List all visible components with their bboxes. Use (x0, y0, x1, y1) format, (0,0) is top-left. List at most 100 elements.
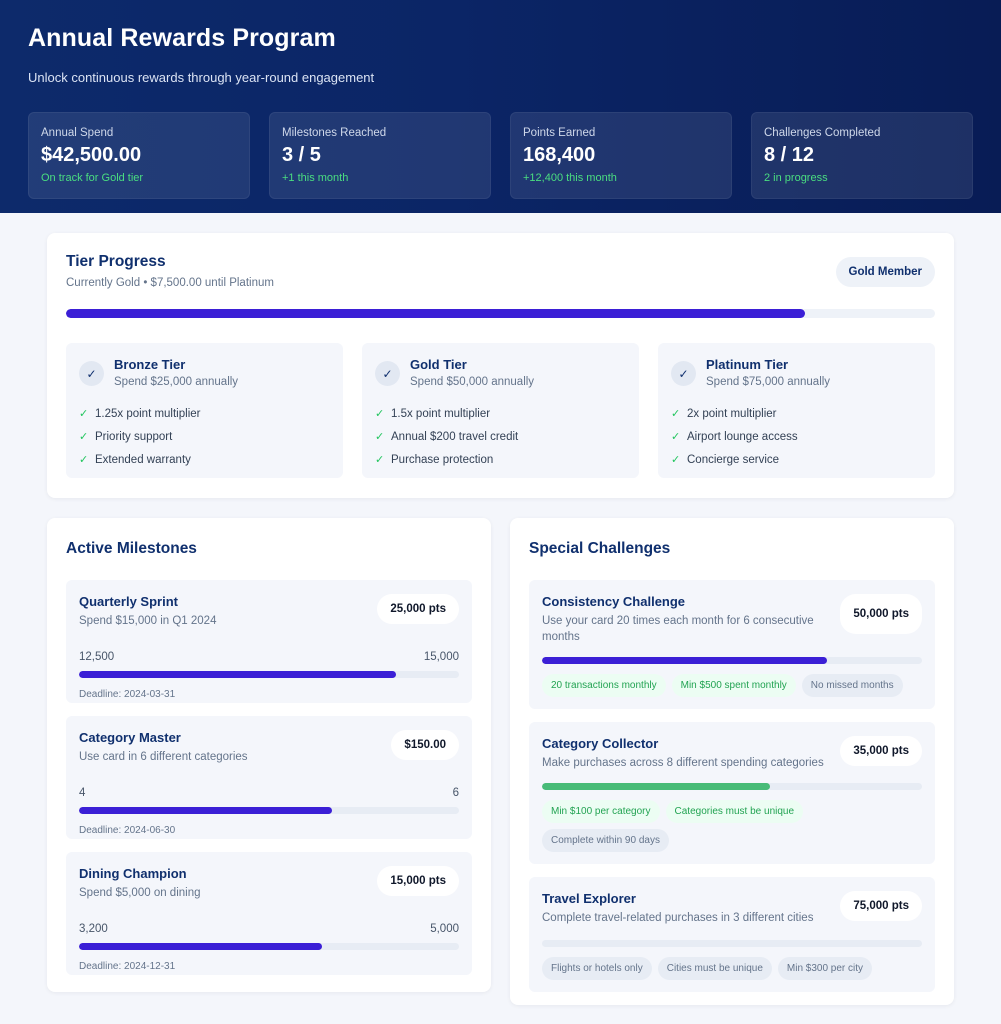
milestone-deadline: Deadline: 2024-06-30 (79, 825, 176, 836)
milestone-item[interactable]: Quarterly Sprint Spend $15,000 in Q1 202… (66, 580, 472, 703)
milestone-progress-bar (79, 807, 459, 814)
perk-label: Annual $200 travel credit (391, 430, 519, 443)
perk-item: ✓ Concierge service (671, 448, 922, 471)
stat-note: +12,400 this month (523, 172, 617, 184)
tier-progress-subtitle: Currently Gold • $7,500.00 until Platinu… (66, 277, 274, 289)
challenge-item[interactable]: Travel Explorer Complete travel-related … (529, 877, 935, 992)
perk-label: 1.25x point multiplier (95, 407, 201, 420)
stat-value: $42,500.00 (41, 144, 142, 166)
reward-badge: 15,000 pts (377, 866, 459, 896)
milestone-description: Spend $15,000 in Q1 2024 (79, 615, 217, 627)
requirement-tags: 20 transactions monthly Min $500 spent m… (542, 674, 922, 697)
challenge-item[interactable]: Category Collector Make purchases across… (529, 722, 935, 864)
challenge-description: Use your card 20 times each month for 6 … (542, 615, 814, 643)
page-subtitle: Unlock continuous rewards through year-r… (28, 70, 375, 85)
perk-list: ✓ 1.5x point multiplier ✓ Annual $200 trav… (375, 402, 626, 471)
check-icon: ✓ (671, 408, 681, 420)
check-icon: ✓ (375, 454, 385, 466)
check-icon: ✓ (79, 431, 89, 443)
milestone-item[interactable]: Category Master Use card in 6 different … (66, 716, 472, 839)
tier-bronze: ✓ Bronze Tier Spend $25,000 annually ✓ 1.… (66, 343, 343, 478)
requirement-tag: Complete within 90 days (542, 829, 669, 852)
tier-progress-fill (66, 309, 805, 318)
perk-item: ✓ Airport lounge access (671, 425, 922, 448)
progress-target: 15,000 (423, 651, 459, 663)
stats-row: Annual Spend $42,500.00 On track for Gol… (28, 112, 973, 199)
tier-progress-bar (66, 309, 935, 318)
progress-target: 5,000 (430, 923, 459, 935)
reward-badge: 25,000 pts (377, 594, 459, 624)
challenge-item[interactable]: Consistency Challenge Use your card 20 t… (529, 580, 935, 709)
perk-item: ✓ Priority support (79, 425, 330, 448)
challenges-title: Special Challenges (529, 540, 671, 557)
requirement-tag: Min $500 spent monthly (671, 674, 796, 697)
perk-list: ✓ 2x point multiplier ✓ Airport lounge acc… (671, 402, 922, 471)
member-status-badge: Gold Member (835, 257, 935, 287)
milestone-progress-bar (79, 671, 459, 678)
challenge-progress-bar (542, 783, 922, 790)
milestone-deadline: Deadline: 2024-12-31 (79, 961, 176, 972)
check-icon: ✓ (375, 408, 385, 420)
stat-value: 168,400 (523, 144, 596, 166)
challenge-progress-fill (542, 783, 770, 790)
reward-badge: $150.00 (391, 730, 459, 760)
tier-list: ✓ Bronze Tier Spend $25,000 annually ✓ 1.… (66, 343, 935, 478)
milestone-item[interactable]: Dining Champion Spend $5,000 on dining 1… (66, 852, 472, 975)
requirement-tag: Min $100 per category (542, 800, 660, 823)
check-icon: ✓ (671, 431, 681, 443)
milestone-description: Spend $5,000 on dining (79, 887, 201, 899)
stat-label: Milestones Reached (282, 127, 387, 139)
perk-label: 2x point multiplier (687, 407, 777, 420)
milestone-name: Quarterly Sprint (79, 594, 178, 609)
check-icon: ✓ (671, 361, 696, 386)
stat-label: Challenges Completed (764, 127, 881, 139)
reward-badge: 50,000 pts (840, 594, 922, 634)
perk-label: Priority support (95, 430, 173, 443)
stat-note: On track for Gold tier (41, 172, 144, 184)
tier-name: Bronze Tier (114, 357, 186, 372)
perk-list: ✓ 1.25x point multiplier ✓ Priority suppor… (79, 402, 330, 471)
perk-item: ✓ 2x point multiplier (671, 402, 922, 425)
requirement-tags: Flights or hotels only Cities must be un… (542, 957, 922, 980)
challenge-name: Consistency Challenge (542, 594, 686, 609)
progress-current: 12,500 (79, 651, 115, 663)
perk-item: ✓ 1.5x point multiplier (375, 402, 626, 425)
stat-annual-spend: Annual Spend $42,500.00 On track for Gol… (28, 112, 250, 199)
challenge-description: Complete travel-related purchases in 3 d… (542, 912, 814, 924)
progress-target: 6 (452, 787, 459, 799)
progress-current: 3,200 (79, 923, 108, 935)
reward-badge: 75,000 pts (840, 891, 922, 921)
milestone-name: Category Master (79, 730, 181, 745)
requirement-tag: Cities must be unique (657, 957, 772, 980)
stat-value: 3 / 5 (282, 144, 321, 166)
check-icon: ✓ (79, 361, 104, 386)
challenge-name: Category Collector (542, 736, 659, 751)
tier-requirement: Spend $50,000 annually (410, 376, 535, 388)
tier-progress-card: Tier Progress Currently Gold • $7,500.00… (47, 233, 954, 498)
tier-progress-title: Tier Progress (66, 253, 166, 270)
requirement-tag: No missed months (801, 674, 903, 697)
special-challenges-card: Special Challenges Consistency Challenge… (510, 518, 954, 1005)
stat-milestones-reached: Milestones Reached 3 / 5 +1 this month (269, 112, 491, 199)
requirement-tag: Flights or hotels only (542, 957, 652, 980)
milestone-name: Dining Champion (79, 866, 187, 881)
page-title: Annual Rewards Program (28, 24, 336, 52)
tier-requirement: Spend $25,000 annually (114, 376, 239, 388)
milestone-progress-bar (79, 943, 459, 950)
perk-label: Airport lounge access (687, 430, 798, 443)
perk-item: ✓ Extended warranty (79, 448, 330, 471)
tier-name: Platinum Tier (706, 357, 789, 372)
tier-platinum: ✓ Platinum Tier Spend $75,000 annually ✓… (658, 343, 935, 478)
check-icon: ✓ (375, 361, 400, 386)
perk-label: Purchase protection (391, 453, 494, 466)
stat-challenges-completed: Challenges Completed 8 / 12 2 in progres… (751, 112, 973, 199)
challenge-progress-bar (542, 940, 922, 947)
perk-item: ✓ Annual $200 travel credit (375, 425, 626, 448)
stat-value: 8 / 12 (764, 144, 815, 166)
perk-label: 1.5x point multiplier (391, 407, 491, 420)
stat-label: Points Earned (523, 127, 596, 139)
perk-label: Concierge service (687, 453, 780, 466)
check-icon: ✓ (671, 454, 681, 466)
tier-name: Gold Tier (410, 357, 467, 372)
milestone-deadline: Deadline: 2024-03-31 (79, 689, 176, 700)
